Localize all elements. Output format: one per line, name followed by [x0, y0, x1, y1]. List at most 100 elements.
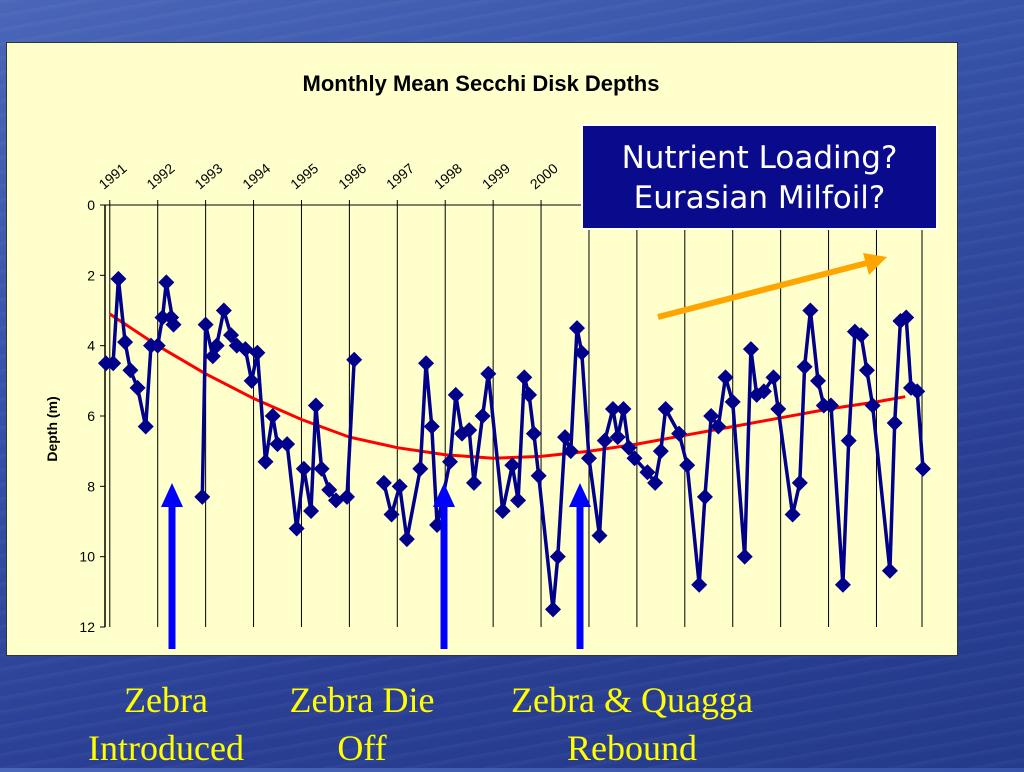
blue-arrow-head: [569, 483, 591, 507]
data-point-marker: [504, 457, 521, 474]
data-point-marker: [423, 418, 440, 435]
caption-zebra-quagga-rebound: Zebra & Quagga Rebound: [482, 676, 782, 772]
data-point-marker: [853, 327, 870, 344]
data-point-marker: [163, 309, 180, 326]
data-point-marker: [321, 481, 338, 498]
chart-title: Monthly Mean Secchi Disk Depths: [303, 71, 660, 96]
nutrient-callout-box: Nutrient Loading? Eurasian Milfoil?: [581, 124, 938, 230]
callout-line-2: Eurasian Milfoil?: [633, 180, 886, 216]
x-tick-label: 2000: [527, 160, 561, 192]
data-point-marker: [510, 492, 527, 509]
callout-line-1: Nutrient Loading?: [621, 140, 898, 176]
data-point-marker: [909, 383, 926, 400]
data-point-marker: [442, 453, 459, 470]
data-point-marker: [703, 408, 720, 424]
data-point-marker: [549, 548, 566, 565]
data-point-marker: [117, 334, 134, 351]
data-point-marker: [194, 488, 211, 505]
data-point-marker: [834, 576, 851, 593]
data-point-marker: [914, 460, 931, 477]
data-point-marker: [447, 386, 464, 403]
trend-line: [108, 312, 906, 460]
data-point-marker: [710, 418, 727, 435]
caption-zebra-die-off: Zebra Die Off: [272, 676, 452, 772]
data-point-marker: [596, 432, 613, 449]
secchi-chart: Monthly Mean Secchi Disk Depths Depth (m…: [44, 71, 931, 649]
data-point-marker: [802, 302, 819, 319]
y-tick-label: 10: [79, 549, 95, 565]
data-point-marker: [858, 362, 875, 379]
data-point-marker: [474, 408, 491, 424]
data-point-marker: [791, 474, 808, 491]
data-point-marker: [375, 474, 392, 491]
data-point-marker: [609, 429, 626, 446]
y-tick-label: 6: [87, 408, 95, 424]
data-point-marker: [840, 432, 857, 449]
data-point-marker: [137, 418, 154, 435]
x-tick-label: 1999: [479, 160, 513, 192]
data-point-marker: [717, 369, 734, 386]
data-point-marker: [391, 478, 408, 495]
data-point-marker: [129, 379, 146, 396]
caption-1-line-1: Zebra: [124, 680, 208, 720]
data-point-marker: [784, 506, 801, 523]
data-point-marker: [898, 309, 915, 326]
caption-3-line-2: Rebound: [567, 728, 697, 768]
data-point-marker: [647, 474, 664, 491]
orange-arrow-head: [863, 253, 887, 275]
data-point-marker: [223, 327, 240, 344]
x-tick-label: 1993: [191, 160, 225, 192]
data-point-marker: [810, 372, 827, 389]
data-point-marker: [288, 520, 305, 537]
y-tick-label: 0: [87, 197, 95, 213]
data-point-marker: [864, 397, 881, 414]
y-tick-label: 2: [87, 267, 95, 283]
data-point-marker: [770, 400, 787, 417]
data-point-marker: [736, 548, 753, 565]
data-point-marker: [269, 436, 286, 453]
data-point-marker: [264, 408, 281, 424]
data-point-marker: [822, 397, 839, 414]
caption-zebra-introduced: Zebra Introduced: [66, 676, 266, 772]
data-point-marker: [691, 576, 708, 593]
data-point-marker: [158, 274, 175, 291]
data-point-marker: [197, 316, 214, 333]
x-tick-label: 1995: [287, 160, 321, 192]
series-line: [106, 277, 176, 429]
orange-arrow-shaft: [657, 260, 868, 320]
data-point-marker: [494, 502, 511, 519]
x-tick-label: 1992: [143, 160, 177, 192]
x-tick-label: 1997: [383, 160, 417, 192]
data-point-marker: [122, 362, 139, 379]
data-point-marker: [580, 450, 597, 467]
series-line: [200, 308, 356, 531]
x-tick-label: 1996: [335, 160, 369, 192]
data-point-marker: [765, 369, 782, 386]
data-point-marker: [465, 474, 482, 491]
data-point-marker: [521, 386, 538, 403]
data-point-marker: [568, 320, 585, 337]
data-point-marker: [530, 467, 547, 484]
data-point-marker: [557, 429, 574, 446]
data-point-marker: [338, 488, 355, 505]
data-point-marker: [615, 400, 632, 417]
data-point-marker: [652, 443, 669, 460]
data-point-marker: [562, 443, 579, 460]
y-tick-label: 4: [87, 338, 95, 354]
data-point-marker: [620, 439, 637, 456]
data-point-marker: [516, 369, 533, 386]
caption-3-line-1: Zebra & Quagga: [511, 680, 753, 720]
data-point-marker: [243, 372, 260, 389]
series-line: [382, 308, 925, 612]
x-tick-label: 1998: [431, 160, 465, 192]
data-point-marker: [383, 506, 400, 523]
data-point-marker: [604, 400, 621, 417]
data-point-marker: [626, 450, 643, 467]
y-tick-label: 12: [79, 619, 95, 635]
data-point-marker: [742, 341, 759, 358]
data-point-marker: [110, 270, 127, 287]
data-point-marker: [886, 415, 903, 432]
data-point-marker: [149, 337, 166, 354]
data-point-marker: [755, 383, 772, 400]
data-point-marker: [249, 344, 266, 361]
